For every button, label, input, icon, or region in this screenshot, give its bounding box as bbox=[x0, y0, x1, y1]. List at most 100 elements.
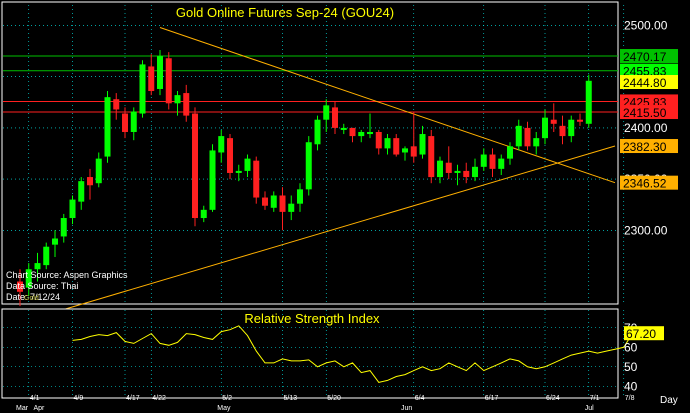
candle bbox=[585, 74, 592, 128]
candle-body bbox=[498, 158, 505, 169]
trend-line bbox=[159, 27, 616, 184]
candle bbox=[384, 134, 391, 155]
candle-body bbox=[367, 131, 373, 135]
x-tick-label: 6/17 bbox=[485, 395, 499, 402]
price-value-label-bg bbox=[620, 75, 678, 90]
candle-body bbox=[393, 138, 400, 155]
price-y-tick-label: 2300.00 bbox=[624, 223, 668, 237]
rsi-line bbox=[72, 325, 633, 383]
candle-body bbox=[533, 138, 540, 147]
trend-lines bbox=[19, 27, 616, 323]
candle bbox=[209, 144, 216, 212]
price-value-label-text: 2415.50 bbox=[623, 106, 667, 120]
candle-body bbox=[340, 127, 347, 130]
candle-body bbox=[43, 246, 50, 266]
price-value-label-bg bbox=[620, 94, 678, 109]
candle-body bbox=[192, 113, 198, 219]
candle-body bbox=[104, 97, 111, 157]
candle bbox=[568, 115, 575, 143]
candle-body bbox=[428, 136, 435, 178]
candle bbox=[122, 107, 128, 139]
price-value-label-text: 2444.80 bbox=[623, 76, 667, 90]
candle bbox=[174, 91, 181, 116]
price-value-label-bg bbox=[620, 175, 678, 190]
candle bbox=[367, 113, 373, 139]
candle bbox=[489, 148, 496, 178]
candle-body bbox=[235, 170, 242, 173]
candle-body bbox=[60, 218, 67, 237]
candle bbox=[270, 191, 277, 212]
candle-body bbox=[113, 99, 120, 110]
price-y-tick-label: 2500.00 bbox=[624, 18, 668, 32]
candle-body bbox=[332, 107, 338, 128]
candle-body bbox=[200, 209, 207, 219]
candle bbox=[454, 164, 461, 186]
candle-body bbox=[122, 113, 128, 132]
candle-body bbox=[445, 162, 452, 173]
source-notes: Chart Source: Aspen Graphics Data Source… bbox=[6, 270, 128, 302]
candle bbox=[253, 156, 260, 204]
price-y-tick-label: 2400.00 bbox=[624, 121, 668, 135]
candle-body bbox=[323, 105, 330, 120]
candle-body bbox=[297, 189, 303, 204]
candle bbox=[480, 148, 487, 171]
candle bbox=[445, 146, 452, 180]
candle-body bbox=[437, 160, 443, 178]
candle bbox=[262, 191, 268, 210]
candle bbox=[157, 50, 163, 96]
trend-line bbox=[19, 145, 616, 323]
candle bbox=[192, 107, 198, 227]
candle-body bbox=[78, 181, 85, 202]
candle-body bbox=[419, 134, 426, 155]
candle bbox=[200, 205, 207, 223]
price-value-label-text: 2382.30 bbox=[623, 140, 667, 154]
candle bbox=[577, 113, 583, 126]
candle-body bbox=[130, 111, 137, 132]
candle-body bbox=[148, 66, 155, 92]
candle bbox=[428, 129, 435, 184]
price-value-label: 2470.17 bbox=[620, 49, 678, 64]
x-tick-label: 4/17 bbox=[126, 395, 140, 402]
candle-body bbox=[87, 177, 93, 186]
candle-body bbox=[550, 119, 557, 124]
source-aspen: Chart Source: Aspen Graphics bbox=[6, 270, 128, 280]
rsi-title: Relative Strength Index bbox=[244, 311, 380, 326]
rsi-grid bbox=[3, 310, 625, 396]
candle bbox=[52, 230, 58, 257]
x-month-label: Mar bbox=[16, 405, 29, 412]
candle bbox=[297, 183, 303, 212]
candle-body bbox=[95, 158, 102, 184]
candle-body bbox=[507, 146, 513, 159]
period-label: Day bbox=[660, 395, 678, 406]
candle bbox=[358, 129, 365, 143]
candle bbox=[69, 195, 76, 225]
candle-body bbox=[463, 170, 470, 178]
x-tick-label: 5/20 bbox=[327, 395, 341, 402]
x-month-label: Jul bbox=[585, 405, 594, 412]
candle bbox=[165, 52, 172, 110]
candle-body bbox=[218, 136, 225, 153]
candle-body bbox=[183, 93, 190, 116]
candlestick-series bbox=[17, 50, 592, 307]
candle-body bbox=[209, 150, 216, 210]
candle-body bbox=[253, 160, 260, 198]
candle bbox=[524, 121, 531, 151]
candle-body bbox=[402, 148, 408, 153]
candle bbox=[402, 146, 408, 161]
x-tick-label: 4/1 bbox=[30, 395, 40, 402]
candle bbox=[130, 107, 137, 141]
candle bbox=[393, 134, 400, 157]
candle-body bbox=[165, 58, 172, 104]
price-value-label: 2415.50 bbox=[620, 105, 678, 120]
candle-body bbox=[139, 64, 146, 114]
x-month-label: Apr bbox=[34, 405, 46, 412]
candle bbox=[244, 154, 251, 178]
candle bbox=[314, 115, 321, 151]
candle bbox=[507, 142, 513, 165]
candle bbox=[227, 134, 233, 180]
rsi-y-tick-label: 40 bbox=[624, 379, 638, 393]
candle-body bbox=[25, 269, 32, 288]
candle bbox=[148, 54, 155, 96]
x-tick-label: 5/2 bbox=[222, 395, 232, 402]
candle-body bbox=[559, 125, 566, 137]
